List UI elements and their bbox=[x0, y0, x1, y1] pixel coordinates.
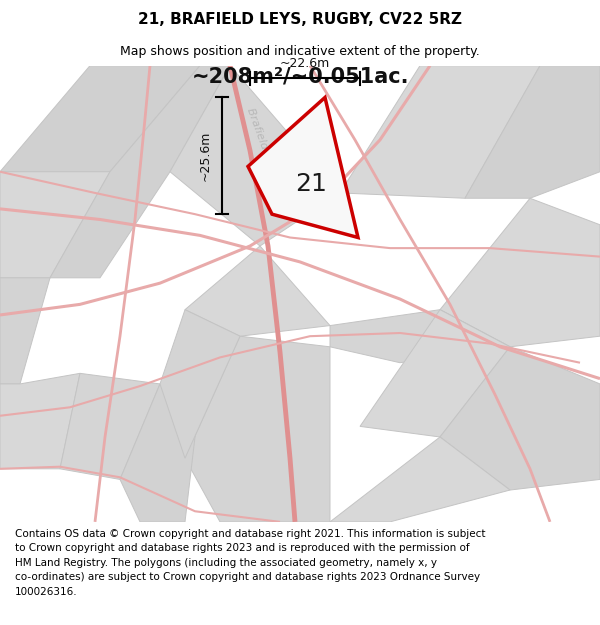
Text: ~208m²/~0.051ac.: ~208m²/~0.051ac. bbox=[191, 67, 409, 87]
Polygon shape bbox=[170, 66, 340, 246]
Polygon shape bbox=[340, 66, 540, 198]
Polygon shape bbox=[0, 278, 50, 384]
Polygon shape bbox=[120, 384, 200, 522]
Polygon shape bbox=[360, 309, 510, 437]
Text: 21, BRAFIELD LEYS, RUGBY, CV22 5RZ: 21, BRAFIELD LEYS, RUGBY, CV22 5RZ bbox=[138, 12, 462, 27]
Polygon shape bbox=[0, 66, 200, 172]
Polygon shape bbox=[185, 336, 330, 522]
Polygon shape bbox=[185, 246, 330, 336]
Polygon shape bbox=[330, 437, 510, 522]
Polygon shape bbox=[248, 98, 358, 238]
Polygon shape bbox=[440, 198, 600, 347]
Polygon shape bbox=[330, 309, 510, 362]
Polygon shape bbox=[465, 66, 600, 198]
Text: ~22.6m: ~22.6m bbox=[280, 57, 330, 70]
Text: ~25.6m: ~25.6m bbox=[199, 131, 212, 181]
Polygon shape bbox=[0, 373, 80, 469]
Text: 21: 21 bbox=[295, 173, 326, 196]
Text: Contains OS data © Crown copyright and database right 2021. This information is : Contains OS data © Crown copyright and d… bbox=[15, 529, 485, 597]
Polygon shape bbox=[50, 66, 230, 278]
Text: Brafield Leys: Brafield Leys bbox=[245, 106, 279, 178]
Polygon shape bbox=[0, 172, 110, 278]
Polygon shape bbox=[60, 373, 160, 479]
Text: Map shows position and indicative extent of the property.: Map shows position and indicative extent… bbox=[120, 45, 480, 58]
Polygon shape bbox=[440, 347, 600, 490]
Polygon shape bbox=[160, 309, 240, 458]
